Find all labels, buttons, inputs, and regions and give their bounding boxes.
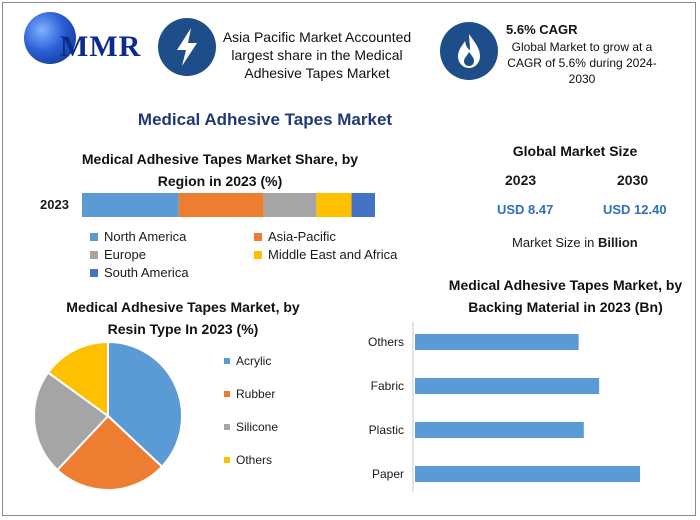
region-legend-item: Middle East and Africa (254, 247, 397, 262)
market-size-title: Global Market Size (512, 143, 638, 159)
header-info-text: Asia Pacific Market Accounted largest sh… (222, 29, 412, 81)
market-size-note: Market Size in Billion (512, 235, 638, 250)
backing-bar-fabric (415, 378, 600, 394)
region-legend-item: South America (90, 265, 189, 280)
market-size-note-unit: Billion (597, 235, 638, 250)
backing-category-label: Plastic (368, 423, 404, 437)
market-year-2023: 2023 (505, 172, 537, 188)
lightning-icon (158, 18, 216, 76)
region-bar-segment-3 (316, 193, 352, 217)
legend-label: Silicone (236, 420, 279, 434)
cagr-text: Global Market to grow at a CAGR of 5.6% … (507, 40, 657, 86)
legend-swatch (224, 424, 230, 430)
legend-label: Others (236, 453, 273, 467)
backing-category-label: Fabric (370, 379, 404, 393)
pie-slice-others (46, 340, 109, 418)
legend-label: Acrylic (236, 354, 272, 368)
region-bar-segment-2 (263, 193, 317, 217)
resin-legend-item: Others (224, 453, 272, 467)
pie-slice-acrylic (107, 340, 183, 469)
region-bar-segment-0 (82, 193, 179, 217)
backing-bar-plastic (415, 422, 584, 438)
legend-swatch (90, 250, 98, 259)
legend-label: Rubber (236, 387, 276, 401)
legend-label: Middle East and Africa (268, 247, 398, 262)
backing-bar-others (415, 334, 579, 350)
legend-label: Europe (104, 247, 146, 262)
pie-slice-rubber (55, 414, 164, 491)
legend-swatch (90, 232, 98, 241)
cagr-title: 5.6% CAGR (506, 22, 578, 37)
backing-category-label: Paper (371, 467, 404, 481)
infographic-frame (2, 2, 696, 516)
backing-bar-paper (415, 466, 641, 482)
resin-legend-item: Silicone (224, 420, 278, 434)
region-legend-item: North America (90, 229, 186, 244)
region-chart-title: Medical Adhesive Tapes Market Share, by … (81, 151, 359, 189)
legend-swatch (224, 457, 230, 463)
market-size-note-prefix: Market Size in (512, 235, 598, 250)
region-year-label: 2023 (40, 197, 69, 212)
legend-swatch (224, 391, 230, 397)
legend-swatch (254, 250, 262, 259)
region-bar-segment-1 (178, 193, 264, 217)
legend-label: North America (104, 229, 187, 244)
resin-chart-title: Medical Adhesive Tapes Market, by Resin … (66, 299, 300, 337)
region-legend-item: Asia-Pacific (254, 229, 336, 244)
resin-legend-item: Acrylic (224, 354, 271, 368)
legend-swatch (224, 358, 230, 364)
globe-logo-icon (24, 12, 76, 64)
resin-legend-item: Rubber (224, 387, 275, 401)
legend-label: South America (104, 265, 189, 280)
backing-category-label: Others (367, 335, 404, 349)
region-legend-item: Europe (90, 247, 146, 262)
region-bar-segment-4 (351, 193, 375, 217)
legend-label: Asia-Pacific (268, 229, 336, 244)
market-value-2030: USD 12.40 (603, 202, 667, 217)
market-year-2030: 2030 (617, 172, 649, 188)
flame-icon (440, 22, 498, 80)
legend-swatch (90, 268, 98, 277)
backing-chart-title: Medical Adhesive Tapes Market, by Backin… (448, 277, 683, 315)
main-title: Medical Adhesive Tapes Market (137, 110, 393, 129)
pie-slice-silicone (33, 371, 110, 472)
legend-swatch (254, 232, 262, 241)
market-value-2023: USD 8.47 (497, 202, 554, 217)
logo-text: MMR (60, 30, 142, 63)
